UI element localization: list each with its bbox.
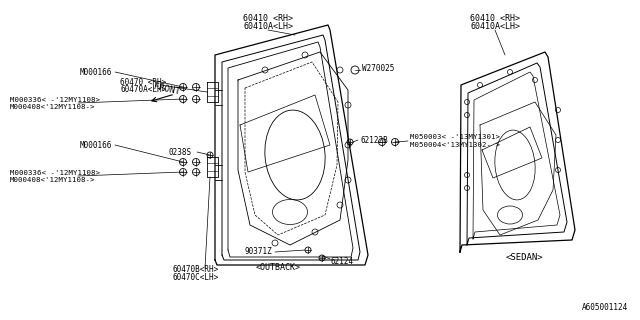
Text: M000336< -'12MY1108>: M000336< -'12MY1108>	[10, 170, 100, 176]
Text: 60470A<LH>: 60470A<LH>	[120, 84, 166, 93]
Text: <SEDAN>: <SEDAN>	[505, 253, 543, 262]
Text: 60410 <RH>: 60410 <RH>	[470, 13, 520, 22]
Text: M000408<'12MY1108->: M000408<'12MY1108->	[10, 177, 95, 183]
Text: 60470 <RH>: 60470 <RH>	[120, 77, 166, 86]
Text: A605001124: A605001124	[582, 303, 628, 313]
Text: 0238S: 0238S	[168, 148, 191, 156]
Text: 90371Z: 90371Z	[244, 247, 272, 257]
Text: W270025: W270025	[362, 63, 394, 73]
Text: M000336< -'12MY1108>: M000336< -'12MY1108>	[10, 97, 100, 103]
Text: 60410 <RH>: 60410 <RH>	[243, 13, 293, 22]
Text: FRONT: FRONT	[153, 83, 181, 97]
Text: 62122B: 62122B	[360, 135, 388, 145]
Text: M000166: M000166	[80, 140, 113, 149]
Text: M050003< -'13MY1301>: M050003< -'13MY1301>	[410, 134, 500, 140]
Text: 60410A<LH>: 60410A<LH>	[243, 21, 293, 30]
Text: 60470C<LH>: 60470C<LH>	[172, 273, 218, 282]
Text: M000166: M000166	[80, 68, 113, 76]
Text: 62124: 62124	[330, 258, 353, 267]
Text: M000408<'12MY1108->: M000408<'12MY1108->	[10, 104, 95, 110]
Text: M050004<'13MY1302- >: M050004<'13MY1302- >	[410, 142, 500, 148]
Text: 60410A<LH>: 60410A<LH>	[470, 21, 520, 30]
Text: 60470B<RH>: 60470B<RH>	[172, 266, 218, 275]
Text: <OUTBACK>: <OUTBACK>	[255, 263, 301, 273]
